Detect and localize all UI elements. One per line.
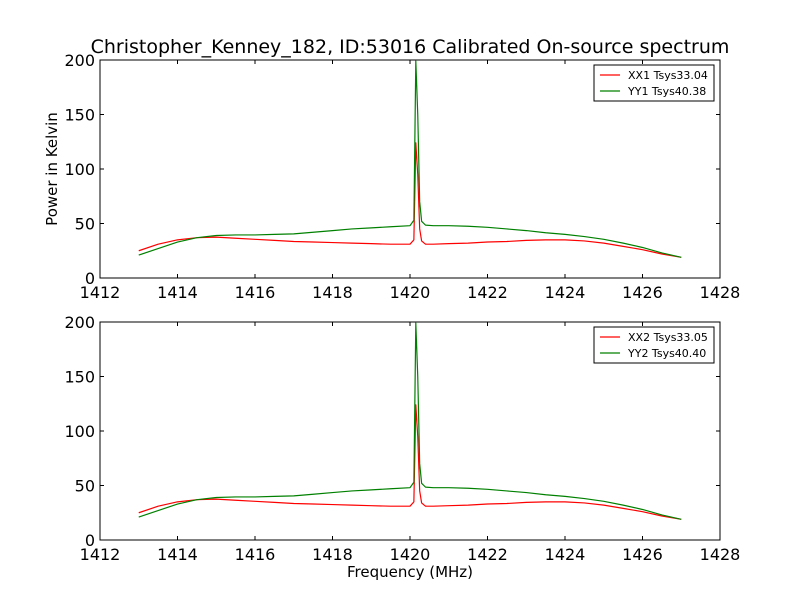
y-tick-label: 200 (64, 51, 95, 70)
x-tick-label: 1424 (545, 283, 586, 302)
y-tick-label: 150 (64, 368, 95, 387)
y-tick-label: 50 (75, 477, 95, 496)
series-line-yy2 (138, 322, 682, 520)
series-line-xx1 (138, 142, 682, 258)
legend-label: YY1 Tsys40.38 (627, 85, 706, 98)
x-tick-label: 1428 (700, 545, 741, 564)
x-axis-label: Frequency (MHz) (347, 563, 473, 581)
series-line-yy1 (138, 60, 682, 258)
x-tick-label: 1420 (390, 283, 431, 302)
legend-box (593, 326, 715, 364)
x-tick-label: 1422 (467, 283, 508, 302)
x-tick-label: 1414 (157, 545, 198, 564)
subplots: 1412 1414 1416 1418 1420 1422 1424 1426 1428 0 50 1… (43, 51, 740, 581)
x-tick-label: 1426 (622, 545, 663, 564)
figure-title: Christopher_Kenney_182, ID:53016 Calibra… (91, 36, 730, 58)
x-tick-label: 1422 (467, 545, 508, 564)
y-axis-label: Power in Kelvin (43, 112, 61, 226)
legend-label: XX1 Tsys33.04 (628, 69, 708, 82)
subplot-2: 1412 1414 1416 1418 1420 1422 1424 1426 1428 0 50 1… (64, 313, 740, 581)
x-tick-label: 1424 (545, 545, 586, 564)
x-tick-label: 1418 (312, 283, 353, 302)
legend: XX1 Tsys33.04 YY1 Tsys40.38 (593, 64, 715, 102)
x-tick-label: 1412 (80, 283, 121, 302)
y-tick-label: 50 (75, 215, 95, 234)
x-tick-label: 1416 (235, 283, 276, 302)
subplot-1: 1412 1414 1416 1418 1420 1422 1424 1426 1428 0 50 1… (43, 51, 740, 302)
series-line-xx2 (138, 404, 682, 520)
x-tick-label: 1418 (312, 545, 353, 564)
x-tick-label: 1412 (80, 545, 121, 564)
x-tick-label: 1414 (157, 283, 198, 302)
y-tick-label: 0 (85, 269, 95, 288)
y-tick-label: 100 (64, 422, 95, 441)
y-tick-label: 0 (85, 531, 95, 550)
legend-label: XX2 Tsys33.05 (628, 331, 708, 344)
x-tick-label: 1420 (390, 545, 431, 564)
legend-box (593, 64, 715, 102)
y-tick-label: 150 (64, 106, 95, 125)
legend-label: YY2 Tsys40.40 (627, 347, 706, 360)
x-tick-label: 1428 (700, 283, 741, 302)
x-tick-label: 1416 (235, 545, 276, 564)
x-tick-label: 1426 (622, 283, 663, 302)
legend: XX2 Tsys33.05 YY2 Tsys40.40 (593, 326, 715, 364)
y-tick-label: 100 (64, 160, 95, 179)
y-tick-label: 200 (64, 313, 95, 332)
